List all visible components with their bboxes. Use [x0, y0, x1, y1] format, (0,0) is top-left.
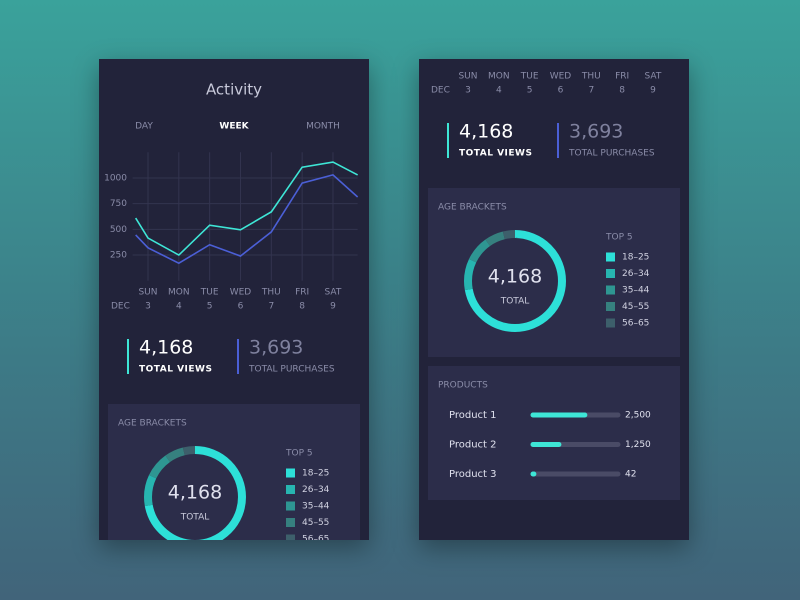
- weekday-label: FRI: [615, 72, 629, 82]
- legend-swatch: [606, 285, 615, 295]
- card: [428, 366, 680, 500]
- legend-swatch: [286, 485, 295, 494]
- weekday-label: FRI: [295, 288, 309, 298]
- weekday-label: MON: [168, 288, 190, 298]
- date-label: 8: [619, 86, 625, 96]
- tab[interactable]: WEEK: [219, 122, 249, 132]
- donut-total-label: TOTAL: [180, 513, 210, 523]
- product-name: Product 1: [449, 410, 497, 421]
- legend-label: 18–25: [622, 253, 649, 263]
- donut-segment: [464, 230, 566, 332]
- date-label: 9: [650, 86, 656, 96]
- date-label: 5: [527, 86, 533, 96]
- date-label: 9: [330, 302, 336, 312]
- donut-segment: [144, 446, 246, 540]
- product-name: Product 3: [449, 469, 497, 480]
- legend-swatch: [286, 501, 295, 511]
- stat-bar: [557, 123, 559, 158]
- y-tick-label: 1000: [104, 173, 127, 183]
- y-tick-label: 500: [110, 225, 127, 235]
- stat-value: 3,693: [569, 121, 623, 143]
- date-label: 4: [176, 302, 182, 312]
- weekday-label: SAT: [325, 288, 342, 298]
- weekday-label: WED: [230, 288, 252, 298]
- stat-label: TOTAL VIEWS: [139, 365, 212, 375]
- activity-screen-scrolled: SUN 3 MON 4 TUE 5 WED 6 THU 7 FRI 8 SAT 9 DEC 4,168 TOTA…: [419, 59, 689, 540]
- tab[interactable]: MONTH: [306, 122, 340, 132]
- date-label: 5: [207, 302, 213, 312]
- card-title: PRODUCTS: [438, 381, 488, 391]
- stat-value: 3,693: [249, 337, 303, 359]
- weekday-label: TUE: [520, 72, 539, 82]
- date-label: 3: [465, 86, 471, 96]
- bar-value: 42: [625, 470, 636, 480]
- screen-left: Activity DAY WEEK MONTH 250 500 750 1000 SUN 3 MON…: [104, 81, 360, 541]
- legend-swatch: [606, 302, 615, 311]
- weekday-label: WED: [550, 72, 572, 82]
- weekday-label: THU: [261, 288, 281, 298]
- legend-label: 45–55: [302, 518, 329, 528]
- donut-total: 4,168: [488, 266, 542, 288]
- date-label: 6: [238, 302, 244, 312]
- legend-swatch: [286, 518, 295, 527]
- screen-right: SUN 3 MON 4 TUE 5 WED 6 THU 7 FRI 8 SAT 9 DEC 4,168 TOTA…: [428, 72, 680, 500]
- stat-label: TOTAL PURCHASES: [248, 365, 335, 375]
- donut-segment: [464, 230, 566, 332]
- legend-label: 35–44: [302, 502, 330, 512]
- legend-label: 26–34: [302, 485, 330, 495]
- weekday-label: SUN: [138, 288, 157, 298]
- legend-swatch: [606, 252, 615, 262]
- card-title: AGE BRACKETS: [438, 203, 507, 213]
- date-label: 8: [299, 302, 305, 312]
- legend-label: 45–55: [622, 302, 649, 312]
- stat-bar: [237, 339, 239, 374]
- weekday-label: MON: [488, 72, 510, 82]
- bar-value: 1,250: [625, 440, 651, 450]
- date-label: 7: [588, 86, 594, 96]
- legend-swatch: [606, 269, 615, 278]
- legend-title: TOP 5: [285, 449, 313, 459]
- legend-label: 35–44: [622, 286, 650, 296]
- product-name: Product 2: [449, 440, 497, 451]
- legend-swatch: [286, 534, 295, 540]
- month-label: DEC: [111, 302, 130, 312]
- stat-bar: [447, 123, 449, 158]
- donut-total: 4,168: [168, 482, 222, 504]
- donut-total-label: TOTAL: [500, 297, 530, 307]
- weekday-label: THU: [581, 72, 601, 82]
- date-label: 7: [268, 302, 274, 312]
- activity-screen: Activity DAY WEEK MONTH 250 500 750 1000 SUN 3 MON…: [99, 59, 369, 540]
- donut-segment: [144, 446, 246, 540]
- date-label: 6: [558, 86, 564, 96]
- legend-label: 56–65: [302, 535, 329, 541]
- legend-label: 18–25: [302, 469, 329, 479]
- stat-value: 4,168: [139, 337, 193, 359]
- date-label: 4: [496, 86, 502, 96]
- legend-title: TOP 5: [605, 233, 633, 243]
- line-series: [134, 161, 359, 257]
- date-label: 3: [145, 302, 151, 312]
- tab[interactable]: DAY: [135, 122, 153, 132]
- weekday-label: TUE: [200, 288, 219, 298]
- stat-bar: [127, 339, 129, 374]
- stat-value: 4,168: [459, 121, 513, 143]
- line-series: [135, 174, 359, 265]
- month-label: DEC: [431, 86, 450, 96]
- weekday-label: SUN: [458, 72, 477, 82]
- y-tick-label: 750: [110, 199, 127, 209]
- legend-label: 26–34: [622, 269, 650, 279]
- card-title: AGE BRACKETS: [118, 419, 187, 429]
- y-tick-label: 250: [110, 251, 127, 261]
- legend-swatch: [606, 318, 615, 328]
- legend-swatch: [286, 468, 295, 478]
- screen-title: Activity: [206, 81, 262, 99]
- bar-value: 2,500: [625, 411, 651, 421]
- stat-label: TOTAL VIEWS: [459, 149, 532, 159]
- legend-label: 56–65: [622, 319, 649, 329]
- weekday-label: SAT: [645, 72, 662, 82]
- stat-label: TOTAL PURCHASES: [568, 149, 655, 159]
